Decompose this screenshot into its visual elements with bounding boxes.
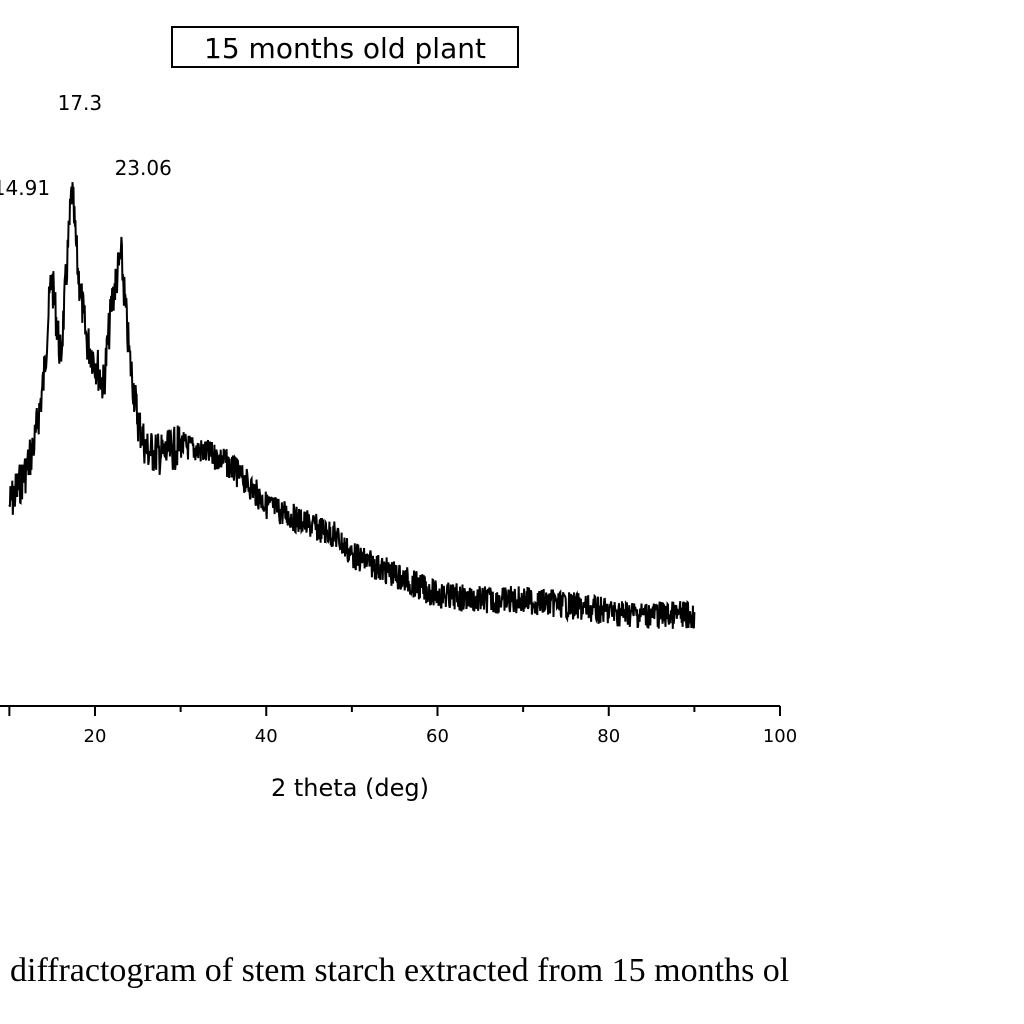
x-axis-title: 2 theta (deg) (271, 774, 429, 802)
figure-caption: diffractogram of stem starch extracted f… (10, 952, 790, 989)
legend-box: 15 months old plant (171, 26, 519, 68)
peak-label: 17.3 (58, 91, 103, 115)
x-tick-label: 20 (84, 726, 107, 747)
x-tick-label: 40 (255, 726, 278, 747)
x-tick-label: 100 (763, 726, 797, 747)
x-tick-label: 80 (597, 726, 620, 747)
x-tick-label: 60 (426, 726, 449, 747)
diffraction-series-line (8, 182, 696, 629)
peak-label: 14.91 (0, 176, 50, 200)
peak-label: 23.06 (115, 156, 172, 180)
legend-label: 15 months old plant (204, 32, 486, 65)
